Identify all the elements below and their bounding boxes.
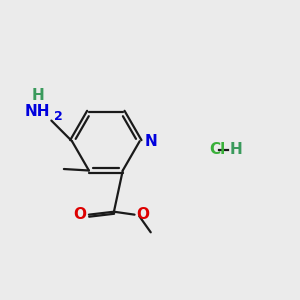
Text: O: O [74,207,86,222]
Text: H: H [32,88,44,103]
Text: NH: NH [24,104,50,119]
Text: O: O [136,207,149,222]
Text: Cl: Cl [209,142,225,158]
Text: N: N [145,134,158,149]
Text: H: H [230,142,243,158]
Text: 2: 2 [54,110,62,123]
